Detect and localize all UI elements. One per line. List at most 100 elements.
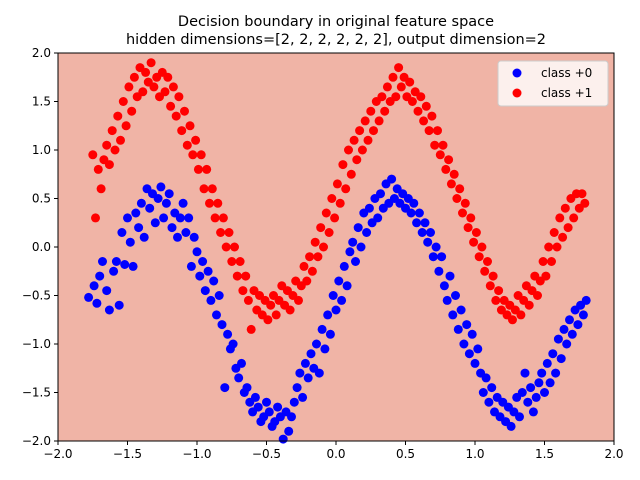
point-class-1-94 [349,135,359,145]
point-class-1-32 [177,126,187,136]
point-class-0-73 [292,383,302,393]
point-class-1-30 [171,111,181,121]
point-class-1-115 [407,97,417,106]
point-class-1-114 [405,77,415,87]
x-tick-label: −1.5 [113,447,142,461]
point-class-0-161 [537,368,547,378]
point-class-1-10 [116,135,125,145]
point-class-0-63 [264,407,274,417]
point-class-1-63 [263,315,273,325]
point-class-1-85 [324,228,334,237]
point-class-1-162 [538,257,548,266]
x-tick-label: 1.0 [465,447,484,461]
point-class-0-82 [317,324,327,334]
point-class-0-162 [540,388,549,397]
point-class-1-95 [352,155,362,165]
point-class-1-171 [563,223,573,233]
chart-subtitle: hidden dimensions=[2, 2, 2, 2, 2, 2], ou… [126,32,546,48]
point-class-1-0 [88,150,98,160]
point-class-1-41 [202,164,212,174]
point-class-0-74 [295,368,305,378]
legend: class +0 class +1 [497,60,609,107]
point-class-1-143 [485,281,495,291]
point-class-0-71 [287,412,296,422]
point-class-0-137 [470,358,480,368]
point-class-1-138 [471,228,481,237]
point-class-1-78 [305,252,315,262]
point-class-0-15 [131,208,141,218]
point-class-0-80 [312,339,321,349]
point-class-0-91 [342,281,352,291]
point-class-1-103 [374,116,384,126]
point-class-1-76 [299,261,309,271]
point-class-0-177 [581,295,591,305]
point-class-0-163 [542,358,552,368]
point-class-0-159 [531,392,541,402]
point-class-0-92 [345,247,355,257]
point-class-0-34 [184,213,194,223]
point-class-1-64 [266,300,276,310]
point-class-0-95 [353,223,363,233]
point-class-0-32 [178,198,188,208]
point-class-0-78 [306,349,316,359]
legend-marker-class-1 [512,88,522,98]
point-class-0-40 [200,286,210,296]
point-class-1-134 [460,198,470,208]
point-class-1-151 [508,315,517,325]
point-class-1-130 [449,169,459,179]
point-class-1-54 [238,286,248,296]
point-class-1-140 [477,242,487,252]
point-class-0-31 [175,213,185,223]
point-class-1-44 [210,213,220,223]
point-class-0-37 [192,247,202,257]
point-class-0-133 [459,339,469,349]
point-class-0-44 [212,310,221,320]
point-class-1-137 [469,237,479,247]
point-class-1-28 [166,101,176,111]
point-class-0-165 [548,349,558,359]
point-class-1-123 [430,140,440,150]
point-class-1-71 [285,305,295,315]
point-class-0-167 [553,334,563,344]
point-class-1-37 [191,135,201,145]
point-class-0-39 [198,257,208,266]
point-class-1-127 [441,164,451,174]
point-class-0-13 [125,237,135,247]
point-class-0-77 [303,373,313,383]
point-class-1-145 [491,295,501,305]
point-class-1-74 [294,295,303,305]
point-class-1-53 [235,257,245,266]
point-class-1-131 [452,194,462,203]
point-class-1-125 [435,150,445,160]
point-class-0-124 [434,266,444,276]
point-class-0-132 [456,305,466,315]
point-class-1-27 [163,72,173,82]
point-class-1-1 [91,213,100,223]
point-class-1-165 [547,257,556,266]
point-class-0-28 [167,223,177,233]
point-class-1-87 [330,213,340,223]
point-class-1-14 [127,106,137,116]
point-class-1-118 [416,92,426,102]
point-class-0-14 [128,261,138,271]
point-class-1-139 [474,252,484,262]
point-class-0-8 [111,257,121,266]
point-class-0-1 [89,281,99,291]
point-class-0-171 [565,315,574,325]
point-class-0-59 [253,402,263,412]
point-class-0-27 [164,189,174,199]
point-class-0-135 [464,349,474,359]
x-tick-label: −0.5 [252,447,281,461]
point-class-0-150 [506,421,516,431]
point-class-0-142 [484,397,494,407]
point-class-0-48 [223,329,233,339]
point-class-0-138 [473,344,483,354]
point-class-1-47 [218,213,228,223]
point-class-1-43 [207,184,217,194]
point-class-0-45 [214,291,224,300]
point-class-0-58 [250,392,260,402]
point-class-0-125 [437,252,447,262]
point-class-0-62 [262,397,271,407]
point-class-1-52 [232,271,242,281]
